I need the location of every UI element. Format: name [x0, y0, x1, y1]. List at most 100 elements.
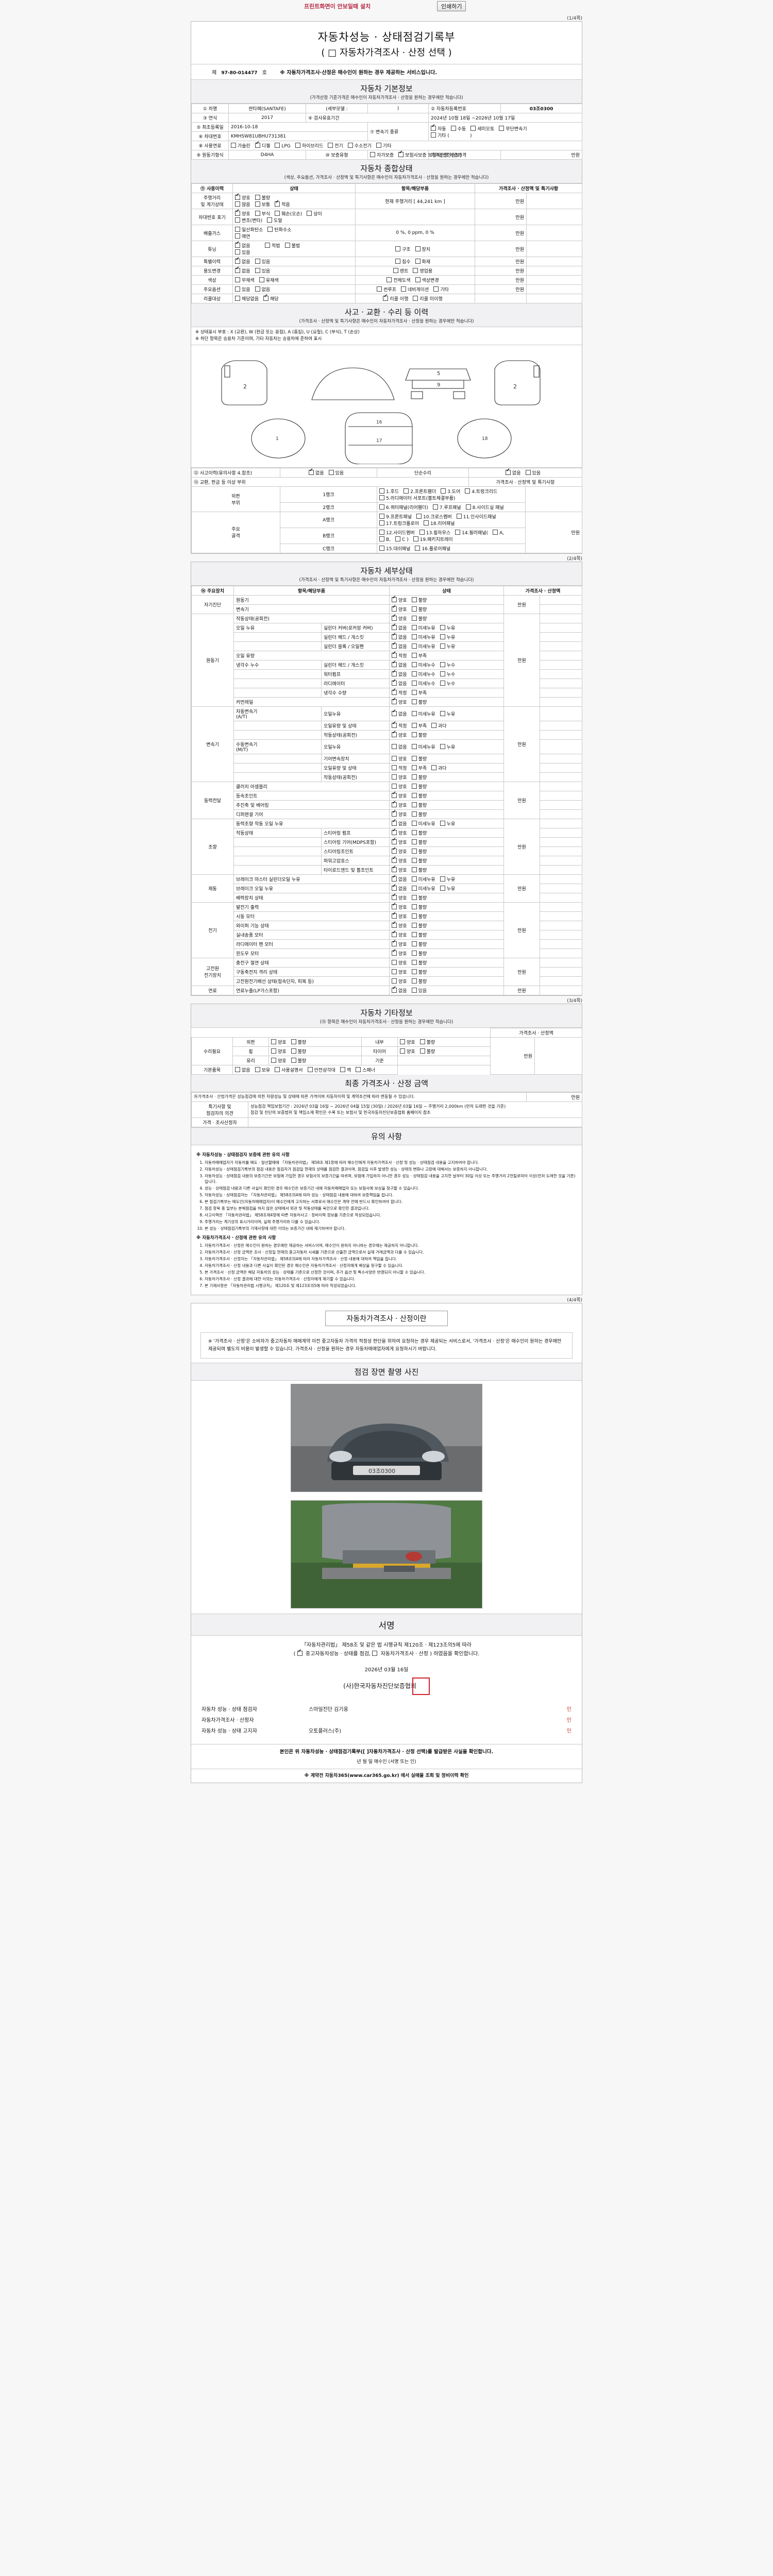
state-option[interactable]: 미세누유: [411, 820, 435, 827]
other-option[interactable]: 불량: [291, 1057, 306, 1064]
state-option[interactable]: 미세누수: [411, 671, 435, 677]
part-option[interactable]: 4.트렁크리드: [465, 488, 497, 495]
checkbox[interactable]: [411, 969, 417, 974]
state-option[interactable]: 양호: [392, 596, 407, 603]
checkbox[interactable]: [440, 680, 445, 686]
state-option[interactable]: 양호: [392, 949, 407, 957]
part-option[interactable]: 11.인사이드패널: [456, 513, 496, 520]
history-option[interactable]: 없음: [308, 468, 324, 476]
checkbox[interactable]: [411, 904, 417, 909]
checkbox[interactable]: [291, 1048, 296, 1054]
part-option[interactable]: 15.대쉬패널: [379, 545, 410, 552]
basic-item-option[interactable]: 없음: [235, 1066, 250, 1073]
part-option[interactable]: 13.휠하우스: [419, 529, 450, 536]
checkbox[interactable]: [493, 529, 498, 535]
state-option[interactable]: 누유: [440, 634, 455, 640]
item-option[interactable]: 리콜 미이행: [413, 295, 443, 302]
checkbox[interactable]: [440, 662, 445, 667]
checkbox[interactable]: [356, 1066, 361, 1072]
checkbox[interactable]: [411, 765, 417, 770]
state-option[interactable]: 누유: [440, 876, 455, 883]
checkbox[interactable]: [416, 513, 422, 519]
fuel-option[interactable]: 기타: [376, 142, 391, 149]
checkbox[interactable]: [275, 211, 280, 216]
state-option[interactable]: 미세누유: [411, 624, 435, 631]
state-option[interactable]: 양호: [392, 605, 407, 613]
state-option[interactable]: 불량: [411, 922, 427, 929]
checkbox[interactable]: [392, 866, 397, 872]
state-option[interactable]: 누수: [440, 662, 455, 668]
state-option[interactable]: 양호: [392, 921, 407, 929]
simple-repair-option[interactable]: 없음: [505, 468, 521, 476]
checkbox[interactable]: [370, 152, 375, 157]
state-option[interactable]: 불량: [411, 894, 427, 901]
checkbox[interactable]: [411, 894, 417, 900]
checkbox[interactable]: [431, 124, 436, 131]
checkbox[interactable]: [455, 529, 461, 535]
checkbox[interactable]: [411, 722, 417, 728]
state-option[interactable]: 미세누유: [411, 710, 435, 717]
state-option[interactable]: 무채색: [235, 277, 255, 283]
state-option[interactable]: 없음: [392, 709, 407, 717]
checkbox[interactable]: [265, 243, 270, 248]
checkbox[interactable]: [395, 536, 401, 541]
transmission-option[interactable]: 무단변속기: [499, 125, 527, 132]
checkbox[interactable]: [275, 143, 280, 148]
checkbox[interactable]: [470, 125, 476, 131]
checkbox[interactable]: [392, 903, 397, 909]
checkbox[interactable]: [415, 277, 421, 282]
checkbox[interactable]: [465, 504, 471, 510]
state-option[interactable]: 불량: [411, 969, 427, 975]
checkbox[interactable]: [379, 520, 384, 526]
state-option[interactable]: 과다: [431, 722, 447, 729]
checkbox[interactable]: [392, 949, 397, 956]
checkbox[interactable]: [392, 679, 397, 686]
checkbox[interactable]: [411, 634, 417, 639]
checkbox[interactable]: [392, 698, 397, 704]
state-option[interactable]: 미세누수: [411, 680, 435, 687]
state-option[interactable]: 불량: [411, 597, 427, 603]
part-option[interactable]: 5.라디에이터 서포트(볼트체결부품): [379, 495, 455, 501]
print-button[interactable]: 인쇄하기: [437, 1, 466, 11]
checkbox[interactable]: [392, 633, 397, 639]
checkbox[interactable]: [440, 743, 445, 749]
checkbox[interactable]: [255, 268, 260, 273]
state-option[interactable]: 양호: [392, 801, 407, 808]
checkbox[interactable]: [379, 495, 384, 500]
checkbox[interactable]: [392, 847, 397, 854]
state-option[interactable]: 부족: [411, 652, 427, 659]
checkbox[interactable]: [307, 1066, 313, 1072]
checkbox[interactable]: [271, 1039, 276, 1044]
basic-item-option[interactable]: 스패너: [356, 1066, 375, 1073]
checkbox[interactable]: [392, 791, 397, 798]
checkbox[interactable]: [392, 783, 397, 789]
checkbox[interactable]: [413, 268, 418, 273]
state-option[interactable]: 불량: [411, 941, 427, 947]
checkbox[interactable]: [440, 624, 445, 630]
checkbox[interactable]: [411, 743, 417, 749]
checkbox[interactable]: [235, 201, 240, 207]
checkbox[interactable]: [392, 856, 397, 863]
checkbox[interactable]: [393, 268, 398, 273]
state-option[interactable]: 없음: [235, 241, 250, 249]
checkbox[interactable]: [340, 1066, 345, 1072]
checkbox[interactable]: [411, 624, 417, 630]
state-option[interactable]: 부족: [411, 765, 427, 771]
checkbox[interactable]: [271, 1057, 276, 1063]
state-option[interactable]: 양호: [392, 810, 407, 818]
checkbox[interactable]: [411, 857, 417, 863]
state-option[interactable]: 불량: [411, 802, 427, 808]
fuel-option[interactable]: 수소전기: [347, 142, 372, 149]
part-option[interactable]: 14.필러패널(: [455, 529, 488, 536]
state-option[interactable]: 불량: [411, 615, 427, 622]
checkbox[interactable]: [308, 468, 314, 475]
state-option[interactable]: 불량: [411, 978, 427, 985]
state-option[interactable]: 유채색: [259, 277, 279, 283]
state-option[interactable]: 없음: [392, 633, 407, 640]
item-option[interactable]: 리콜 이행: [383, 294, 408, 302]
checkbox[interactable]: [404, 488, 409, 494]
checkbox[interactable]: [235, 266, 240, 273]
checkbox[interactable]: [284, 243, 290, 248]
state-option[interactable]: 있음: [411, 987, 427, 994]
checkbox[interactable]: [392, 731, 397, 737]
